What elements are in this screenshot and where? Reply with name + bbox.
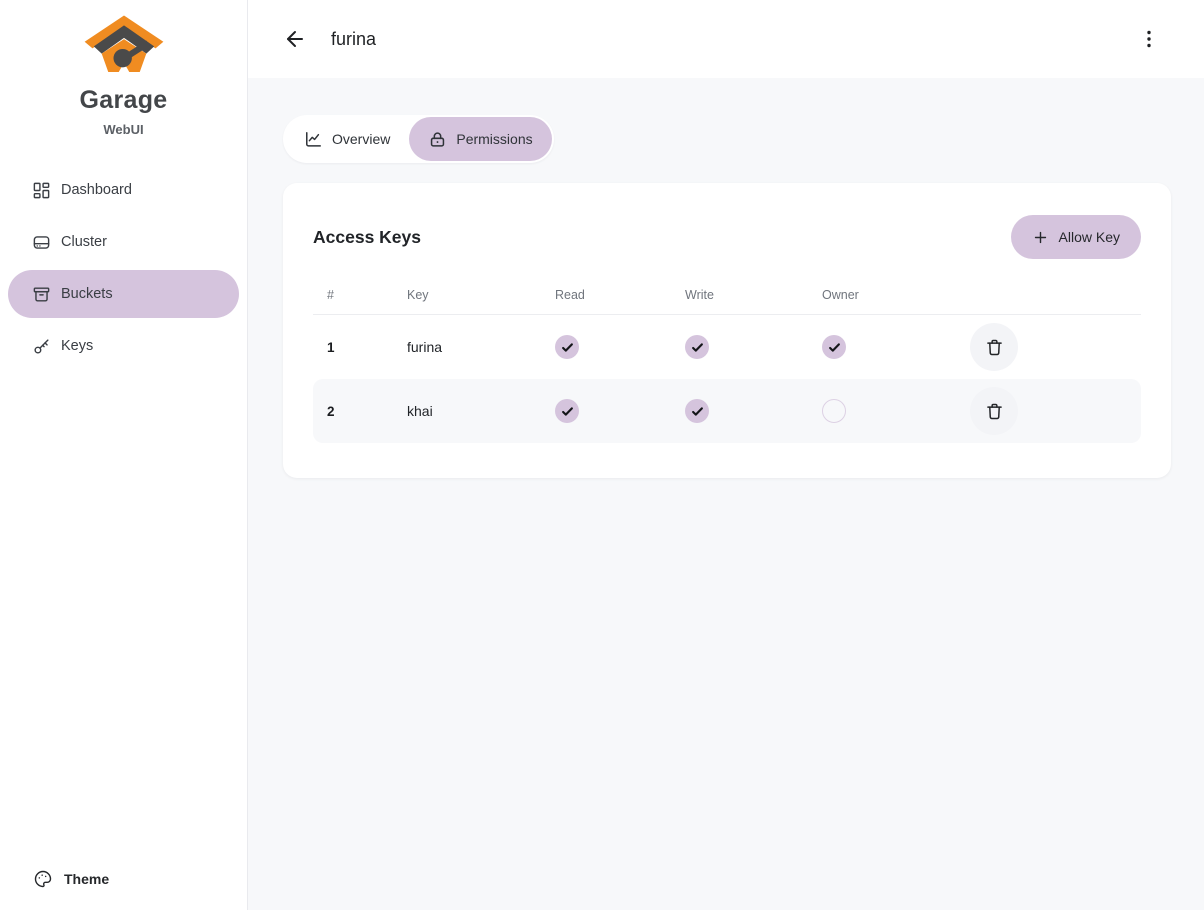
table-body: 1 furina 2 khai [313,315,1141,443]
tab-permissions[interactable]: Permissions [409,117,552,161]
access-keys-table: # Key Read Write Owner 1 furina 2 khai [313,275,1141,443]
page-title: furina [331,28,377,49]
menu-button[interactable] [1137,27,1161,51]
brand-title: Garage [79,86,168,114]
topbar: furina [248,0,1204,78]
write-checkbox[interactable] [685,335,709,359]
trash-icon [984,337,1005,358]
sidebar-item-keys[interactable]: Keys [8,322,239,370]
owner-checkbox[interactable] [822,399,846,423]
sidebar-item-label: Keys [61,338,94,354]
column-header: # [327,287,334,302]
row-number: 2 [327,403,335,419]
garage-logo [84,15,163,72]
cluster-icon [32,233,51,252]
lock-icon [428,130,447,149]
key-row: 1 furina [313,315,1141,379]
sidebar-item-buckets[interactable]: Buckets [8,270,239,318]
sidebar-item-label: Cluster [61,234,107,250]
read-checkbox[interactable] [555,399,579,423]
sidebar-nav: Dashboard Cluster Buckets Keys [0,166,247,370]
kebab-menu-icon [1137,27,1161,51]
theme-label: Theme [64,871,110,887]
column-header: Key [407,287,429,302]
sidebar-item-cluster[interactable]: Cluster [8,218,239,266]
theme-toggle[interactable]: Theme [0,869,247,910]
write-checkbox[interactable] [685,399,709,423]
key-name: khai [407,403,433,419]
main-area: furina Overview Permissions Access Keys [248,0,1204,910]
column-header: Owner [822,287,859,302]
allow-key-label: Allow Key [1058,229,1120,245]
back-button[interactable] [283,27,307,51]
read-checkbox[interactable] [555,335,579,359]
table-header-row: # Key Read Write Owner [313,275,1141,315]
buckets-icon [32,285,51,304]
sidebar: Garage WebUI Dashboard Cluster Buckets Keys… [0,0,248,910]
dashboard-icon [32,181,51,200]
card-title: Access Keys [313,226,421,247]
owner-checkbox[interactable] [822,335,846,359]
sidebar-item-dashboard[interactable]: Dashboard [8,166,239,214]
brand: Garage WebUI [0,0,247,137]
chart-line-icon [304,130,323,149]
key-row: 2 khai [313,379,1141,443]
delete-key-button[interactable] [970,323,1018,371]
access-keys-card: Access Keys Allow Key # Key Read Write Owner… [283,183,1171,478]
plus-icon [1032,229,1049,246]
trash-icon [984,401,1005,422]
content: Overview Permissions Access Keys Allow Ke… [248,78,1204,910]
palette-icon [33,869,53,889]
delete-key-button[interactable] [970,387,1018,435]
tab-overview[interactable]: Overview [285,117,409,161]
tab-bar: Overview Permissions [283,115,554,163]
tab-label: Overview [332,131,391,147]
allow-key-button[interactable]: Allow Key [1010,215,1141,259]
brand-subtitle: WebUI [103,122,144,137]
card-head: Access Keys Allow Key [313,215,1141,259]
keys-icon [32,337,51,356]
key-name: furina [407,339,443,355]
tab-label: Permissions [456,131,533,147]
column-header: Read [555,287,585,302]
arrow-left-icon [283,27,307,51]
sidebar-item-label: Dashboard [61,182,132,198]
sidebar-item-label: Buckets [61,286,113,302]
column-header: Write [685,287,714,302]
row-number: 1 [327,339,335,355]
